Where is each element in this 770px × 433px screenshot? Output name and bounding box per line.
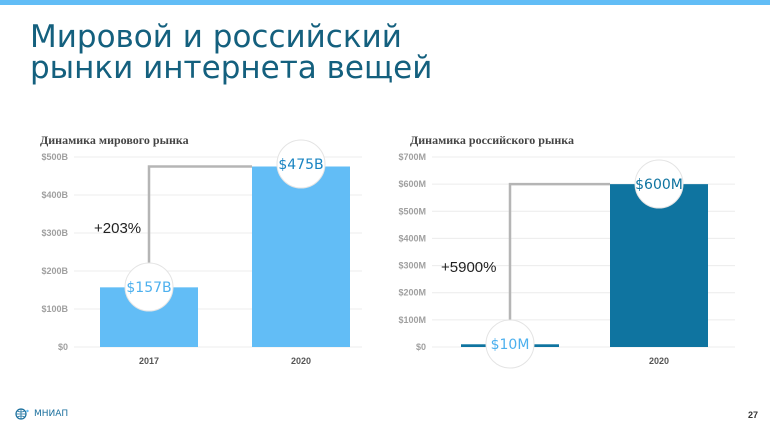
value-label: $600M [635,177,683,193]
growth-label: +5900% [441,259,496,276]
y-tick-label: $600M [398,179,426,189]
y-tick-label: $300M [398,261,426,271]
y-tick-label: $0 [416,342,426,352]
y-tick-label: $400B [41,190,68,200]
russia-chart-title: Динамика российского рынка [410,133,574,147]
footer-logo: МНИАП [14,408,68,420]
bar [252,166,350,347]
x-tick-label: 2017 [139,356,159,366]
y-tick-label: $100B [41,304,68,314]
slide-title: Мировой и российский рынки интернета вещ… [30,22,432,84]
y-tick-label: $500M [398,206,426,216]
world-chart-title: Динамика мирового рынка [40,133,189,147]
top-accent-bar [0,0,770,5]
y-tick-label: $500B [41,152,68,162]
bar [610,184,708,347]
x-tick-label: 2020 [649,356,669,366]
value-label: $157B [126,280,171,296]
value-callout [124,262,174,312]
logo-text: МНИАП [34,409,69,419]
value-label: $10M [491,337,530,353]
y-tick-label: $200M [398,288,426,298]
y-tick-label: $400M [398,233,426,243]
title-line-1: Мировой и российский [30,19,402,55]
growth-connector [147,165,252,287]
value-callout [634,159,684,209]
y-tick-label: $0 [58,342,68,352]
x-tick-label: 2020 [291,356,311,366]
y-tick-label: $100M [398,315,426,325]
title-line-2: рынки интернета вещей [30,50,433,86]
page-number: 27 [747,410,758,420]
globe-logo-icon [15,408,29,420]
y-tick-label: $300B [41,228,68,238]
y-tick-label: $700M [398,152,426,162]
value-label: $475B [278,157,323,173]
growth-connector [508,182,610,344]
value-callout [485,319,535,369]
growth-label: +203% [94,220,141,237]
y-tick-label: $200B [41,266,68,276]
value-callout [276,139,326,189]
